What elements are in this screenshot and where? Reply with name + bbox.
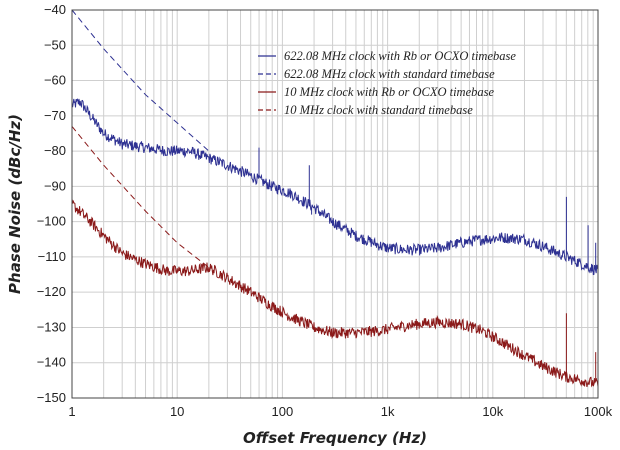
y-tick-label: −80 [44,143,66,158]
series-line-2 [71,9,210,152]
x-tick-label: 100k [584,404,613,419]
y-tick-label: −100 [37,214,66,229]
series-lines [71,9,599,388]
x-tick-label: 10 [170,404,184,419]
x-tick-label: 1k [381,404,395,419]
legend-label: 10 MHz clock with standard timebase [284,103,473,117]
y-tick-label: −130 [37,319,66,334]
legend-label: 622.08 MHz clock with standard timebase [284,67,495,81]
y-tick-label: −50 [44,37,66,52]
series-line-3 [71,198,599,388]
y-tick-label: −40 [44,2,66,17]
x-tick-label: 100 [272,404,294,419]
legend-label: 622.08 MHz clock with Rb or OCXO timebas… [284,49,516,63]
y-tick-label: −110 [38,249,66,264]
series-line-4 [71,126,210,268]
y-tick-label: −70 [44,108,66,123]
x-tick-label: 10k [482,404,503,419]
legend-label: 10 MHz clock with Rb or OCXO timebase [284,85,494,99]
y-tick-label: −150 [37,390,66,405]
plot-frame [71,9,599,399]
legend: 622.08 MHz clock with Rb or OCXO timebas… [258,49,516,117]
y-tick-labels: −40 −50 −60 −70 −80 −90 −100 −110 −120 −130 −140 −1… [37,2,66,405]
x-tick-label: 1 [68,404,75,419]
y-tick-label: −120 [37,284,66,299]
series-line-1 [71,98,599,276]
x-tick-labels: 1 10 100 1k 10k 100k [68,404,612,419]
y-tick-label: −90 [44,178,66,193]
y-tick-label: −60 [44,73,66,88]
x-axis-title: Offset Frequency (Hz) [243,429,427,447]
y-axis-title: Phase Noise (dBc/Hz) [6,114,24,294]
y-tick-label: −140 [37,355,66,370]
